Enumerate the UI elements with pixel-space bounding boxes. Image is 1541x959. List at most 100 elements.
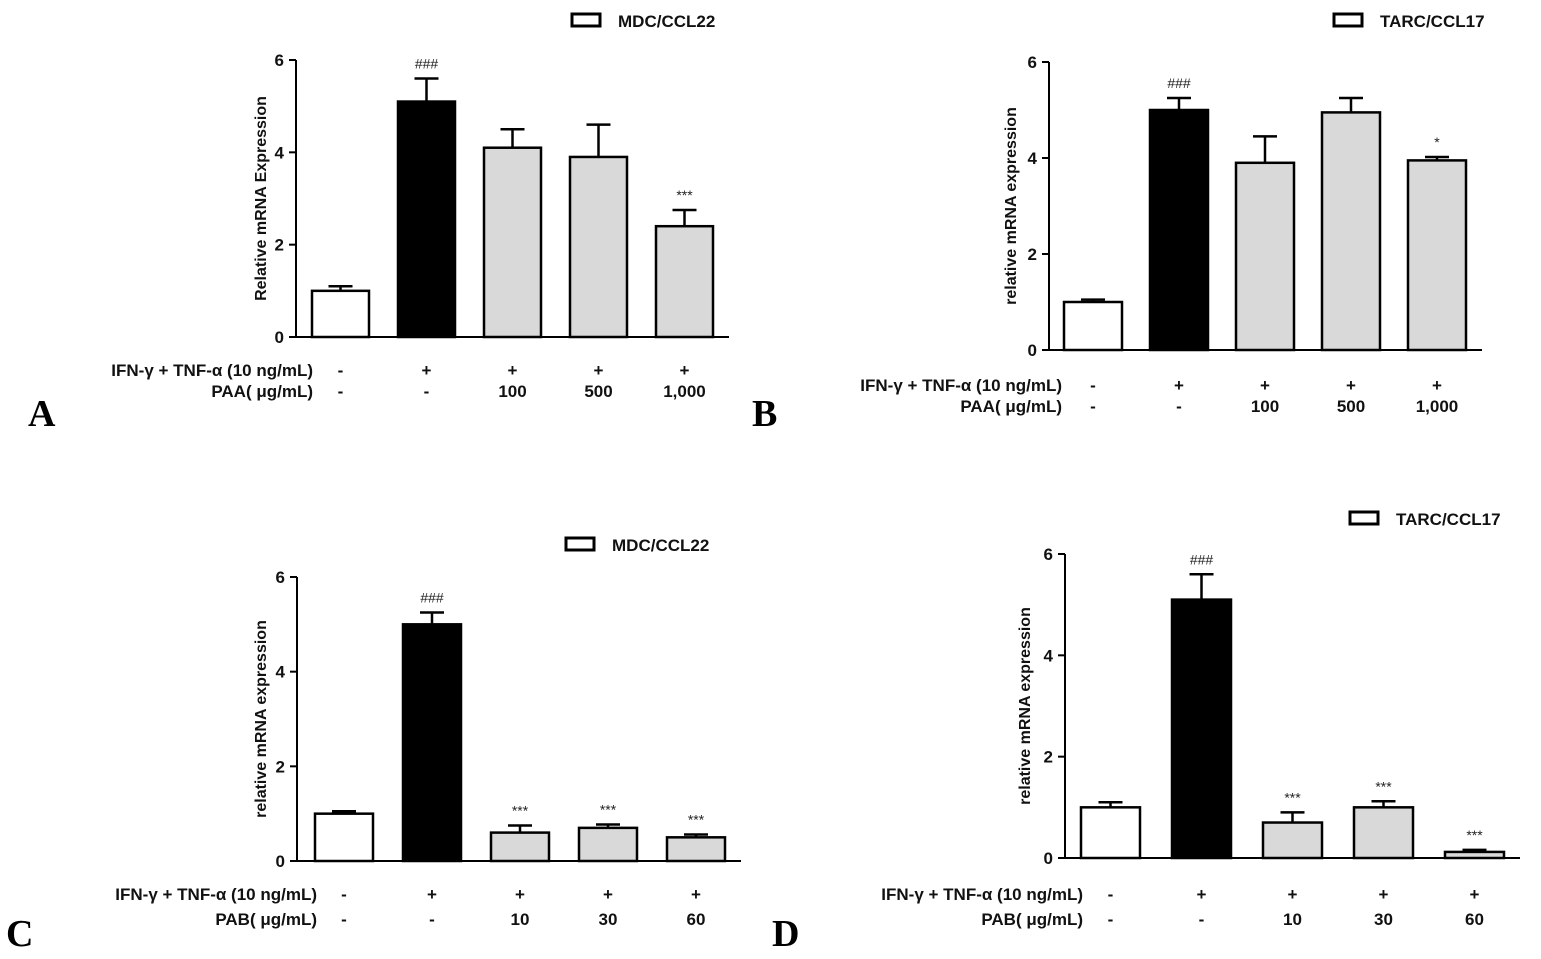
treatment-row-label: IFN-γ + TNF-α (10 ng/mL): [111, 361, 313, 380]
legend-swatch: [1332, 12, 1364, 28]
legend-label: MDC/CCL22: [612, 536, 709, 555]
x-row2-label: 1,000: [663, 382, 706, 401]
significance-label: ***: [1284, 789, 1301, 805]
bar: [489, 831, 551, 863]
x-row1-label: -: [1090, 376, 1096, 395]
x-row2-label: -: [424, 382, 430, 401]
x-row2-label: 1,000: [1416, 397, 1459, 416]
y-tick-label: 6: [1044, 545, 1053, 564]
significance-label: ###: [1190, 551, 1214, 567]
bar: [313, 812, 375, 863]
x-row1-label: +: [427, 885, 437, 904]
x-row1-label: +: [1197, 885, 1207, 904]
significance-label: ###: [1167, 75, 1191, 91]
panel-letter: B: [752, 393, 777, 435]
x-row2-label: -: [1108, 910, 1114, 929]
bar: [1170, 598, 1233, 860]
x-row2-label: 500: [1337, 397, 1365, 416]
dose-row-label: PAA( μg/mL): [211, 382, 313, 401]
x-row2-label: 10: [511, 910, 530, 929]
y-tick-label: 4: [1028, 149, 1038, 168]
legend-swatch: [1348, 510, 1380, 526]
bar: [1406, 159, 1468, 352]
bar: [568, 155, 629, 339]
bar: [482, 146, 543, 339]
bar: [654, 224, 715, 339]
bar: [396, 100, 457, 339]
y-axis-title: Relative mRNA Expression: [253, 96, 270, 301]
chart-b: 0 2 4 6 relative mRNA expression - - ### + - +100 +…: [752, 12, 1485, 435]
legend-label: TARC/CCL17: [1380, 12, 1485, 31]
legend-swatch: [564, 536, 596, 552]
x-row2-label: -: [1176, 397, 1182, 416]
significance-label: ***: [1466, 827, 1483, 843]
x-row2-label: -: [338, 382, 344, 401]
y-tick-label: 4: [1044, 646, 1054, 665]
x-row2-label: -: [429, 910, 435, 929]
legend-label: TARC/CCL17: [1396, 510, 1501, 529]
x-row1-label: +: [1379, 885, 1389, 904]
y-axis-title: relative mRNA expression: [1017, 607, 1034, 805]
dose-row-label: PAB( μg/mL): [215, 910, 317, 929]
y-tick-label: 6: [275, 51, 284, 70]
x-row1-label: -: [1108, 885, 1114, 904]
bar: [1261, 821, 1324, 860]
x-row1-label: +: [1288, 885, 1298, 904]
significance-label: *: [1434, 134, 1440, 150]
x-row1-label: +: [603, 885, 613, 904]
x-row2-label: 100: [498, 382, 526, 401]
x-row1-label: +: [691, 885, 701, 904]
x-row2-label: 60: [687, 910, 706, 929]
y-tick-label: 2: [275, 236, 284, 255]
x-row2-label: 100: [1251, 397, 1279, 416]
y-tick-label: 2: [1044, 748, 1053, 767]
y-tick-label: 4: [275, 143, 285, 162]
panel-letter: D: [772, 913, 799, 955]
x-row1-label: +: [594, 361, 604, 380]
x-row1-label: +: [1346, 376, 1356, 395]
significance-label: ###: [415, 55, 439, 71]
y-tick-label: 0: [275, 328, 284, 347]
chart-c: 0 2 4 6 relative mRNA expression - - ### + - *** +1…: [6, 536, 741, 955]
treatment-row-label: IFN-γ + TNF-α (10 ng/mL): [860, 376, 1062, 395]
chart-d: 0 2 4 6 relative mRNA expression - - ### + - *** +1…: [772, 510, 1520, 955]
x-row2-label: 10: [1283, 910, 1302, 929]
x-row1-label: +: [1260, 376, 1270, 395]
x-row1-label: +: [422, 361, 432, 380]
x-row1-label: +: [680, 361, 690, 380]
bar: [310, 289, 371, 339]
bar: [1320, 111, 1382, 352]
treatment-row-label: IFN-γ + TNF-α (10 ng/mL): [115, 885, 317, 904]
bar: [1079, 806, 1142, 860]
bar: [401, 623, 463, 863]
dose-row-label: PAA( μg/mL): [960, 397, 1062, 416]
x-row2-label: 30: [1374, 910, 1393, 929]
significance-label: ***: [512, 803, 529, 819]
x-row1-label: -: [341, 885, 347, 904]
significance-label: ***: [676, 187, 693, 203]
y-tick-label: 4: [276, 663, 286, 682]
significance-label: ***: [1375, 778, 1392, 794]
y-axis-title: relative mRNA expression: [253, 620, 270, 818]
bar: [1148, 108, 1210, 352]
x-row2-label: -: [1090, 397, 1096, 416]
x-row1-label: +: [1174, 376, 1184, 395]
y-tick-label: 6: [1028, 53, 1037, 72]
x-row2-label: -: [1199, 910, 1205, 929]
x-row1-label: +: [1432, 376, 1442, 395]
x-row1-label: -: [338, 361, 344, 380]
x-row1-label: +: [1470, 885, 1480, 904]
y-tick-label: 0: [1044, 849, 1053, 868]
y-tick-label: 2: [276, 757, 285, 776]
bar: [1443, 850, 1506, 860]
panel-b: 0 2 4 6 relative mRNA expression - - ### + - +100 +…: [740, 0, 1541, 440]
panel-d: 0 2 4 6 relative mRNA expression - - ### + - *** +1…: [760, 480, 1541, 959]
y-tick-label: 0: [1028, 341, 1037, 360]
legend-label: MDC/CCL22: [618, 12, 715, 31]
panel-a: 0 2 4 6 Relative mRNA Expression - - ### + - +100 +…: [0, 0, 770, 440]
x-row2-label: 60: [1465, 910, 1484, 929]
bar: [1062, 300, 1124, 352]
x-row1-label: +: [515, 885, 525, 904]
y-axis-title: relative mRNA expression: [1003, 107, 1020, 305]
x-row2-label: -: [341, 910, 347, 929]
